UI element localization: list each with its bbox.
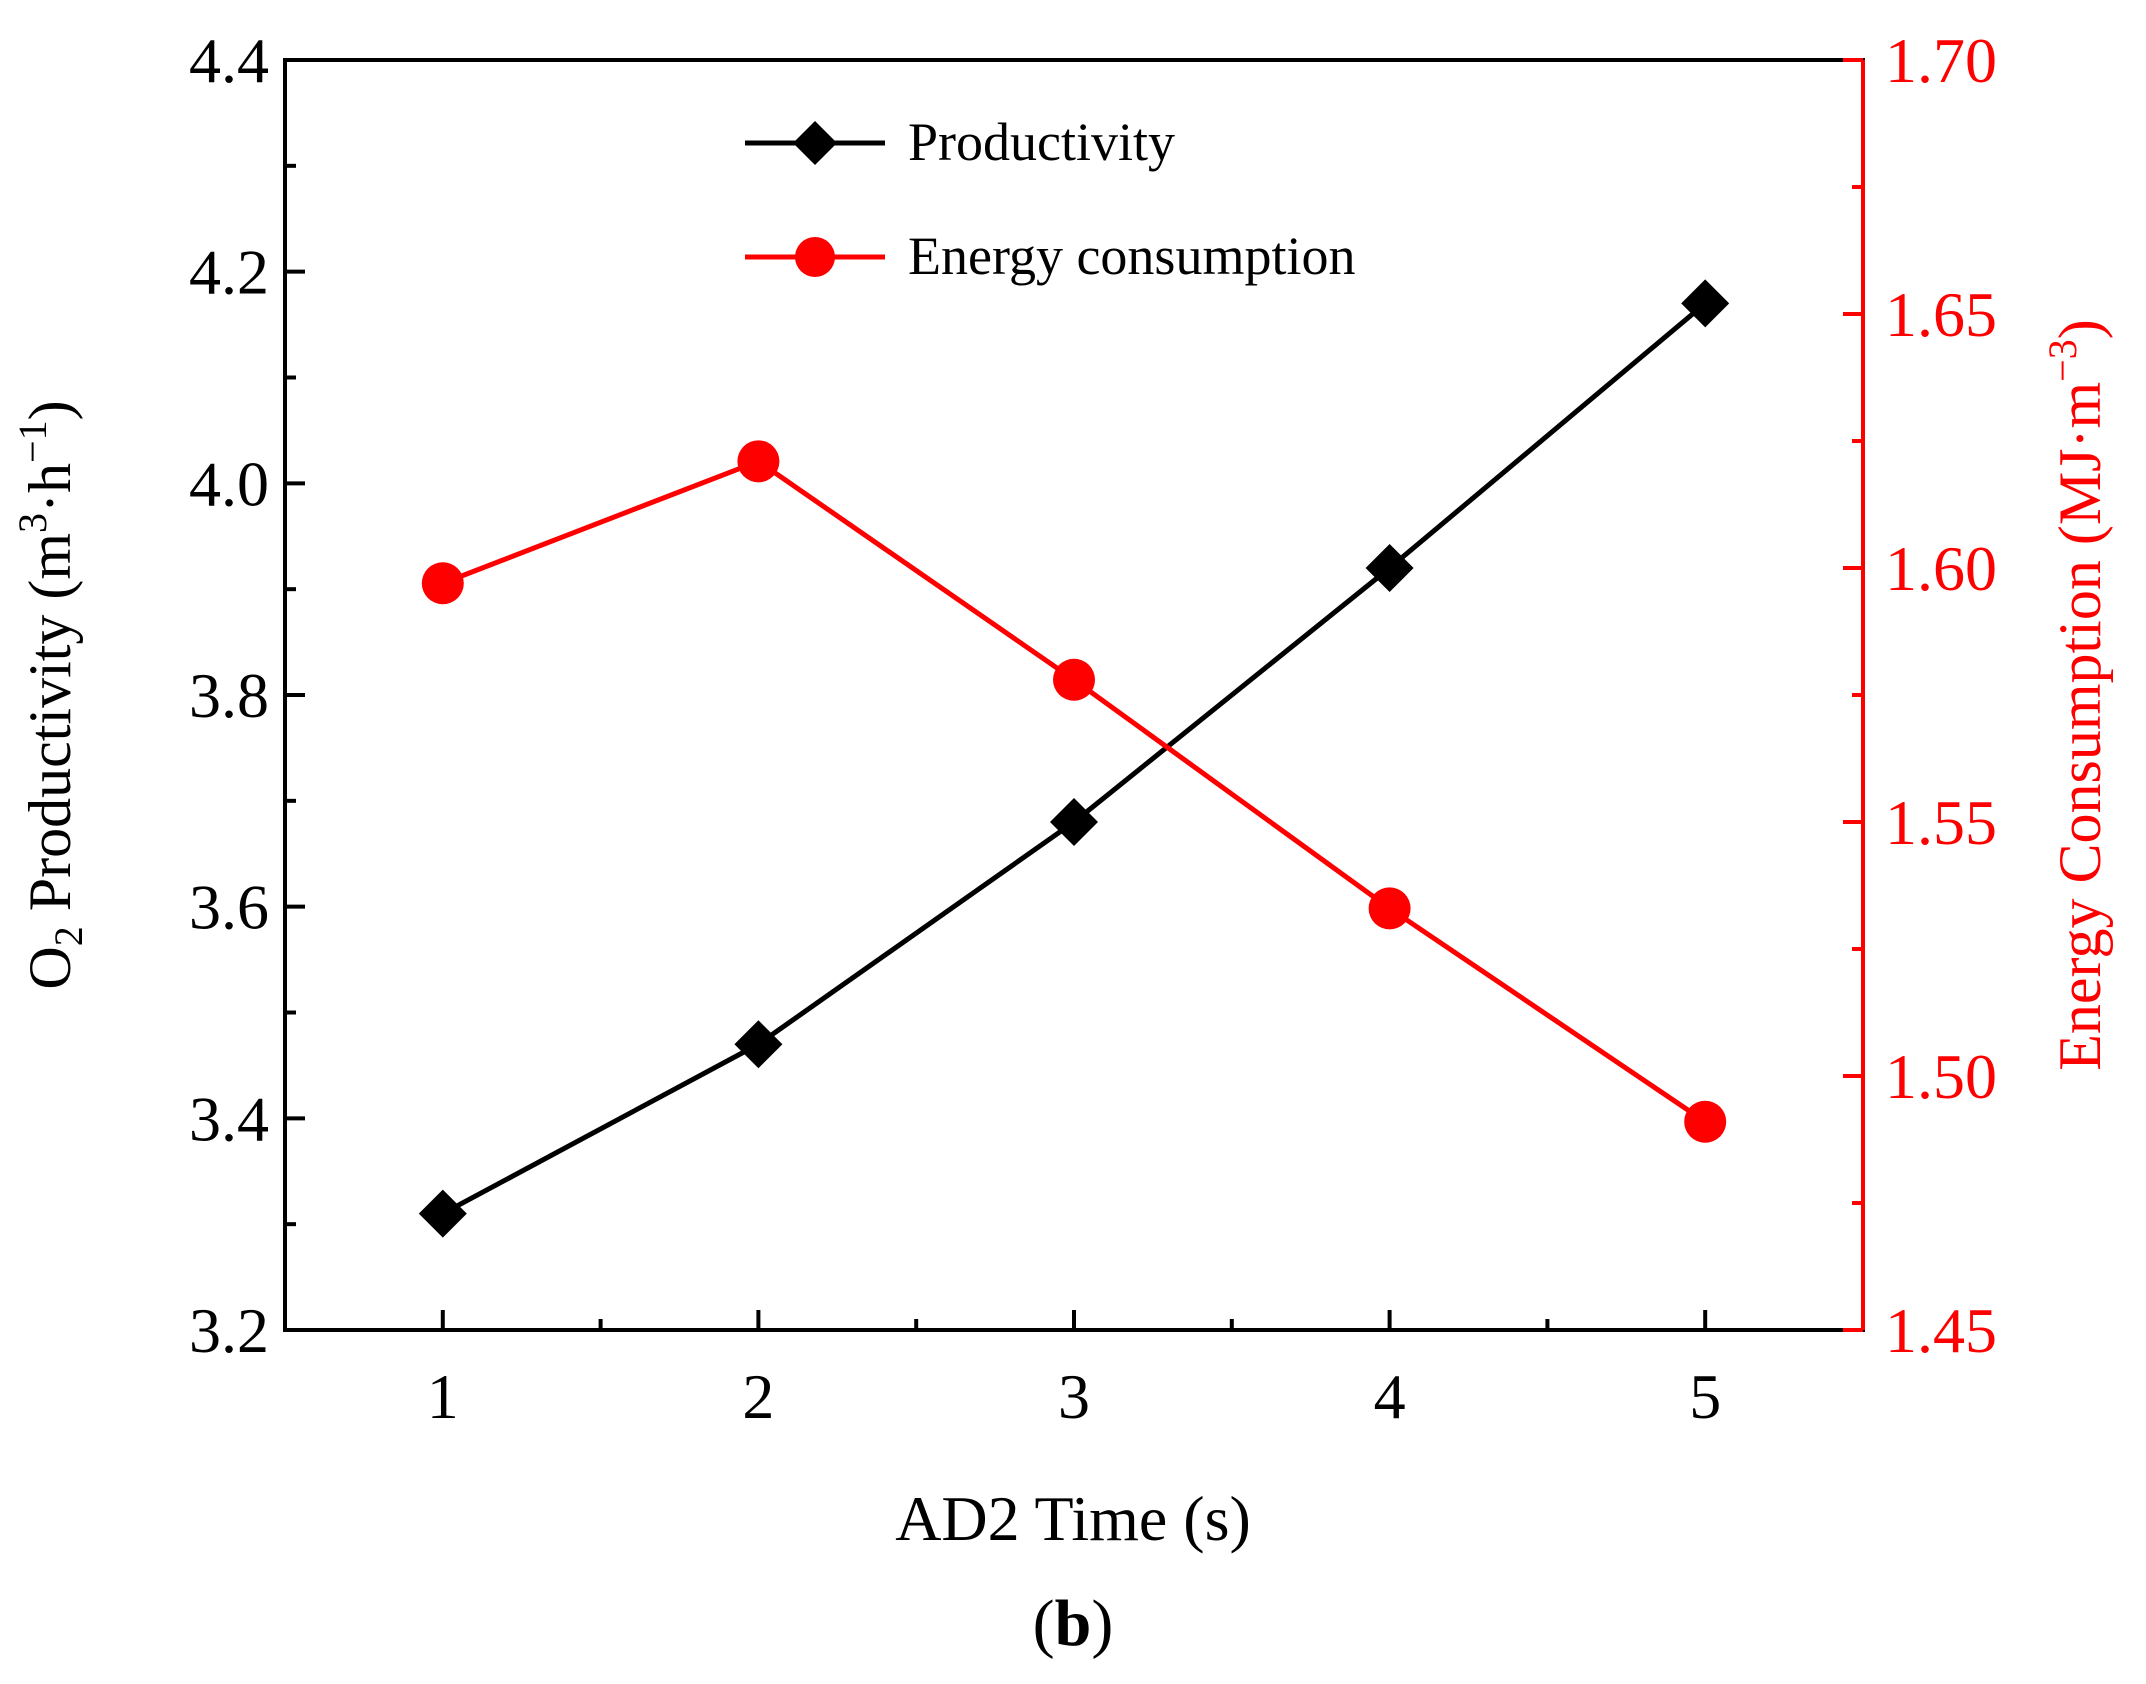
right-tick-label: 1.70	[1885, 25, 1997, 96]
right-tick-label: 1.65	[1885, 279, 1997, 350]
x-axis-label: AD2 Time (s)	[895, 1483, 1251, 1554]
ylabel-left-sub: 2	[46, 926, 91, 946]
right-tick-label: 1.60	[1885, 533, 1997, 604]
series-layer	[418, 279, 1730, 1238]
energy-consumption-point	[1684, 1100, 1727, 1143]
productivity-series-line	[441, 301, 1707, 1216]
x-tick-label: 2	[742, 1361, 774, 1432]
ylabel-left-sup2: −1	[10, 420, 55, 463]
left-tick-label: 3.4	[189, 1083, 269, 1154]
panel-label: (b)	[1033, 1587, 1114, 1660]
right-y-axis-label: Energy Consumption (MJ·m−3)	[2040, 319, 2113, 1070]
productivity-point	[1365, 544, 1414, 592]
panel-label-close: )	[1091, 1587, 1113, 1660]
energy-consumption-point	[737, 440, 780, 483]
panel-label-letter: b	[1055, 1587, 1092, 1660]
ylabel-right-suffix: )	[2047, 319, 2113, 339]
right-tick-label: 1.55	[1885, 787, 1997, 858]
ylabel-left-suffix: )	[17, 400, 83, 420]
energy-consumption-point	[421, 562, 464, 605]
ylabel-right-sup: −3	[2040, 339, 2085, 382]
ylabel-left-prefix: O	[17, 946, 83, 989]
legend: Productivity Energy consumption	[745, 112, 1355, 286]
ylabel-right-main: Energy Consumption (MJ·m	[2047, 382, 2113, 1071]
x-tick-label: 1	[427, 1361, 459, 1432]
panel-label-open: (	[1033, 1587, 1055, 1660]
left-y-axis-label: O2 Productivity (m3·h−1)	[10, 400, 91, 989]
right-tick-label: 1.50	[1885, 1041, 1997, 1112]
ylabel-left-sup1: 3	[10, 513, 55, 533]
left-tick-label: 4.4	[189, 25, 269, 96]
productivity-point	[1681, 279, 1730, 328]
productivity-point	[418, 1189, 467, 1238]
energy-consumption-point	[1368, 887, 1411, 930]
right-tick-label: 1.45	[1885, 1295, 1997, 1366]
x-axis-ticks: 1 2 3 4 5	[427, 1310, 1721, 1432]
left-tick-label: 4.0	[189, 448, 269, 519]
left-tick-label: 3.6	[189, 872, 269, 943]
legend-energy-circle-icon	[795, 237, 835, 277]
left-tick-label: 4.2	[189, 237, 269, 308]
left-tick-label: 3.2	[189, 1295, 269, 1366]
x-tick-label: 4	[1374, 1361, 1406, 1432]
energy-consumption-point	[1053, 658, 1095, 701]
x-tick-label: 5	[1689, 1361, 1721, 1432]
legend-productivity-diamond-icon	[793, 121, 837, 165]
right-axis-ticks: 1.45 1.50 1.55 1.60 1.65 1.70	[1843, 25, 1997, 1366]
left-tick-label: 3.8	[189, 660, 269, 731]
ylabel-left-middle2: ·h	[17, 463, 83, 513]
productivity-point	[734, 1020, 783, 1069]
productivity-point	[1050, 798, 1098, 846]
energy-consumption-series-line	[441, 458, 1707, 1124]
legend-energy-label: Energy consumption	[908, 226, 1355, 286]
ylabel-left-middle: Productivity (m	[17, 533, 83, 926]
left-axis-ticks: 3.2 3.4 3.6 3.8 4.0 4.2 4.4	[189, 25, 305, 1366]
x-tick-label: 3	[1058, 1361, 1090, 1432]
legend-productivity-label: Productivity	[908, 112, 1175, 172]
